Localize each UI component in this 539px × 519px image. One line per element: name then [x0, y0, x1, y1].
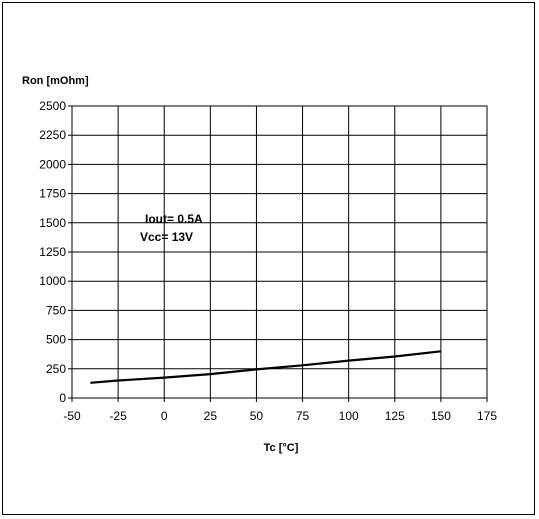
annotation-iout: Iout= 0.5A [145, 212, 203, 226]
x-tick-labels: -50 -25 0 25 50 75 100 125 150 175 [63, 409, 497, 423]
y-tick-label: 1000 [39, 274, 66, 288]
y-tick-label: 1500 [39, 216, 66, 230]
y-tick-label: 2500 [39, 99, 66, 113]
y-tick-label: 2000 [39, 157, 66, 171]
x-tick-label: 50 [250, 409, 264, 423]
x-tick-label: 125 [385, 409, 405, 423]
y-tick-label: 0 [59, 391, 66, 405]
y-tick-label: 1250 [39, 245, 66, 259]
x-tick-label: 100 [339, 409, 359, 423]
x-tick-label: 25 [204, 409, 218, 423]
x-tick-label: 75 [296, 409, 310, 423]
y-tick-label: 1750 [39, 187, 66, 201]
x-tick-label: 175 [477, 409, 497, 423]
y-axis-label: Ron [mOhm] [22, 75, 89, 87]
x-axis-label: Tc [°C] [264, 442, 299, 454]
x-tick-label: -25 [109, 409, 127, 423]
y-tick-labels: 0 250 500 750 1000 1250 1500 1750 2000 2250 2500 [39, 99, 66, 405]
y-tick-label: 500 [46, 333, 66, 347]
annotation-vcc: Vcc= 13V [140, 230, 193, 244]
grid-lines [68, 105, 488, 402]
y-tick-label: 750 [46, 303, 66, 317]
y-tick-label: 250 [46, 362, 66, 376]
x-tick-label: 150 [431, 409, 451, 423]
plot-area [71, 105, 488, 399]
x-tick-label: -50 [63, 409, 81, 423]
series-line [90, 350, 442, 384]
y-tick-label: 2250 [39, 128, 66, 142]
chart-frame [2, 2, 535, 515]
x-tick-label: 0 [161, 409, 168, 423]
